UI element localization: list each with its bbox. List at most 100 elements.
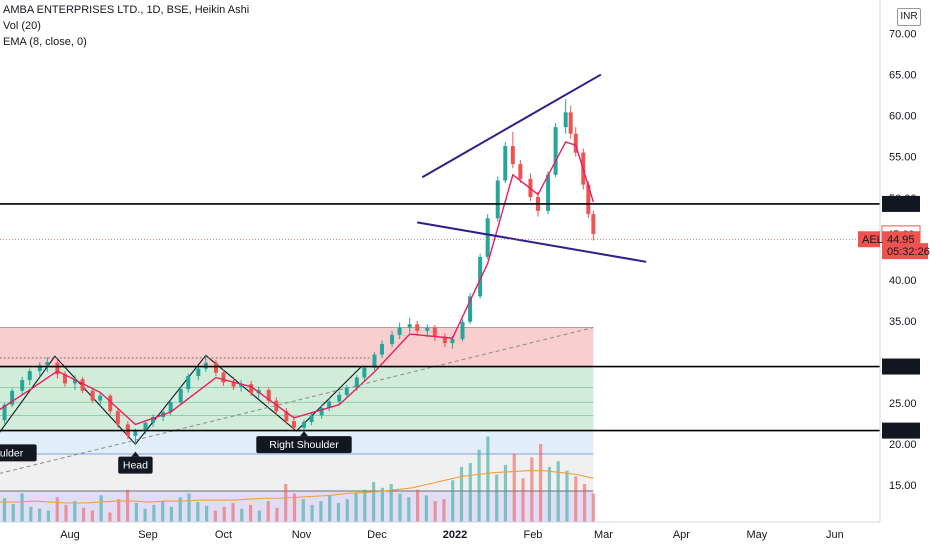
volume-band-purple bbox=[0, 490, 594, 522]
ema-layer bbox=[0, 141, 595, 426]
volume-bar bbox=[565, 470, 569, 522]
volume-bar bbox=[363, 489, 367, 522]
volume-bar bbox=[90, 510, 94, 522]
volume-bar bbox=[231, 503, 235, 522]
volume-bar bbox=[240, 508, 244, 522]
annotations-layer: Left Shoulder Head Right Shoulder bbox=[0, 431, 352, 474]
candle-body bbox=[203, 362, 208, 369]
x-tick-label: Dec bbox=[367, 529, 387, 541]
candle-body bbox=[284, 411, 289, 422]
pattern-label: Left Shoulder bbox=[0, 447, 24, 459]
volume-bar bbox=[205, 505, 209, 522]
volume-bar bbox=[328, 495, 332, 522]
candle-body bbox=[62, 374, 67, 384]
volume-bar bbox=[398, 493, 402, 522]
y-tick-label: 70.00 bbox=[889, 29, 917, 41]
y-tick-label: 25.00 bbox=[889, 398, 917, 410]
candle-body bbox=[10, 390, 15, 405]
price-label-bg bbox=[882, 195, 920, 212]
candle-body bbox=[553, 127, 558, 175]
volume-bar bbox=[442, 499, 446, 522]
volume-bar bbox=[380, 487, 385, 522]
candle-body bbox=[478, 256, 483, 297]
candle-body bbox=[20, 380, 25, 391]
y-tick-label: 15.00 bbox=[889, 480, 917, 492]
candle-body bbox=[213, 362, 218, 373]
volume-bar bbox=[275, 507, 279, 522]
candle-body bbox=[168, 402, 173, 413]
candle-body bbox=[108, 395, 113, 412]
pattern-label: Right Shoulder bbox=[269, 439, 339, 451]
candle-body bbox=[266, 389, 271, 401]
candle-body bbox=[221, 372, 226, 383]
trendline-1 bbox=[417, 221, 647, 263]
candle-body bbox=[563, 112, 568, 128]
candle-body bbox=[196, 368, 201, 376]
chart-title[interactable]: AMBA ENTERPRISES LTD., 1D, BSE, Heikin A… bbox=[3, 4, 250, 16]
candle-body bbox=[460, 321, 465, 340]
volume-bar bbox=[64, 504, 68, 522]
candle-body bbox=[442, 336, 447, 344]
y-tick-label: 55.00 bbox=[889, 152, 917, 164]
candle-body bbox=[133, 431, 138, 436]
x-tick-label: Aug bbox=[60, 529, 80, 541]
volume-bar bbox=[213, 510, 218, 522]
candle-body bbox=[354, 377, 359, 388]
candle-body bbox=[178, 389, 183, 403]
candle-body bbox=[485, 218, 490, 257]
volume-bar bbox=[372, 482, 376, 522]
candle-body bbox=[503, 146, 508, 181]
candle-body bbox=[432, 327, 437, 337]
candle-body bbox=[302, 421, 306, 428]
volume-indicator-label[interactable]: Vol (20) bbox=[3, 20, 41, 32]
volume-bar bbox=[143, 508, 147, 522]
pattern-label-bg bbox=[118, 456, 153, 474]
volume-bar bbox=[20, 493, 24, 522]
volume-bar bbox=[477, 449, 481, 522]
zone-resistance bbox=[0, 327, 594, 367]
pattern-label-pointer bbox=[131, 451, 140, 457]
volume-bar bbox=[345, 499, 349, 522]
y-tick-label: 40.00 bbox=[889, 275, 917, 287]
zone-support bbox=[0, 366, 594, 431]
ema-line bbox=[0, 141, 595, 426]
volume-bar bbox=[354, 493, 358, 522]
symbol-tag-bg bbox=[858, 231, 880, 248]
candle-body bbox=[344, 387, 349, 395]
x-tick-label: Feb bbox=[523, 529, 542, 541]
volume-ma-line bbox=[0, 470, 594, 504]
candle-body bbox=[415, 324, 420, 331]
candle-body bbox=[568, 112, 573, 134]
volume-bar bbox=[11, 503, 15, 522]
volume-bar bbox=[547, 466, 552, 522]
x-tick-label: May bbox=[747, 529, 768, 541]
volume-bar bbox=[556, 461, 560, 522]
candle-body bbox=[90, 390, 95, 401]
candle-body bbox=[151, 417, 156, 423]
y-tick-label: 20.00 bbox=[889, 439, 917, 451]
volume-bar bbox=[512, 453, 516, 522]
volume-bar bbox=[503, 465, 508, 522]
volume-bar bbox=[38, 508, 42, 522]
candle-body bbox=[362, 367, 367, 378]
volume-bar bbox=[152, 504, 156, 522]
candle-body bbox=[291, 421, 296, 428]
volume-bar bbox=[336, 503, 341, 522]
volume-bar bbox=[169, 506, 174, 522]
candle-body bbox=[45, 362, 50, 366]
candle-body bbox=[274, 400, 279, 412]
volume-bar bbox=[486, 436, 490, 522]
candle-body bbox=[450, 339, 455, 344]
volume-bar bbox=[266, 501, 270, 522]
ema-indicator-label[interactable]: EMA (8, close, 0) bbox=[3, 36, 87, 48]
candle-body bbox=[586, 184, 591, 215]
pattern-label-bg bbox=[0, 444, 37, 462]
volume-bar bbox=[582, 484, 587, 522]
candle-body bbox=[143, 422, 148, 432]
currency-badge[interactable]: INR bbox=[897, 8, 921, 26]
candle-body bbox=[73, 379, 78, 384]
x-tick-label: 2022 bbox=[443, 529, 467, 541]
volume-bar bbox=[424, 495, 428, 522]
